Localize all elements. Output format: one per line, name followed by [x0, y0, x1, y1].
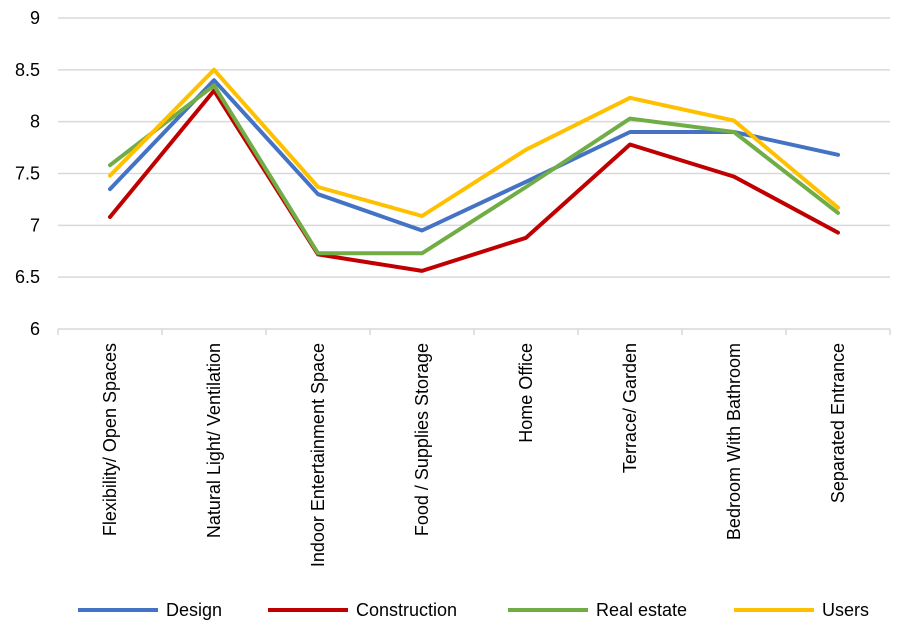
y-tick-label: 6: [30, 319, 40, 339]
legend-label: Design: [166, 600, 222, 620]
series-lines: [108, 67, 840, 273]
x-tick-label: Natural Light/ Ventilation: [204, 343, 224, 538]
y-tick-label: 6.5: [15, 267, 40, 287]
y-tick-label: 7: [30, 215, 40, 235]
series-line-real-estate: [108, 83, 840, 256]
x-axis-tick-labels: Flexibility/ Open Spaces Natural Light/ V…: [100, 343, 848, 567]
y-tick-label: 7.5: [15, 164, 40, 184]
y-tick-label: 8.5: [15, 60, 40, 80]
x-tick-label: Terrace/ Garden: [620, 343, 640, 473]
x-tick-label: Bedroom With Bathroom: [724, 343, 744, 540]
y-axis-tick-labels: 6 6.5 7 7.5 8 8.5 9: [15, 8, 40, 339]
x-tick-label: Home Office: [516, 343, 536, 443]
series-line-users: [108, 67, 840, 218]
x-tick-label: Flexibility/ Open Spaces: [100, 343, 120, 536]
series-line-construction: [108, 88, 840, 273]
x-axis: [57, 328, 891, 335]
legend-label: Construction: [356, 600, 457, 620]
gridlines: [58, 17, 890, 278]
x-tick-label: Indoor Entertainment Space: [308, 343, 328, 567]
y-tick-label: 9: [30, 8, 40, 28]
legend-label: Users: [822, 600, 869, 620]
x-tick-label: Separated Entrance: [828, 343, 848, 503]
y-tick-label: 8: [30, 112, 40, 132]
legend: Design Construction Real estate Users: [78, 600, 869, 620]
legend-label: Real estate: [596, 600, 687, 620]
x-tick-label: Food / Supplies Storage: [412, 343, 432, 536]
series-line-design: [108, 78, 840, 233]
